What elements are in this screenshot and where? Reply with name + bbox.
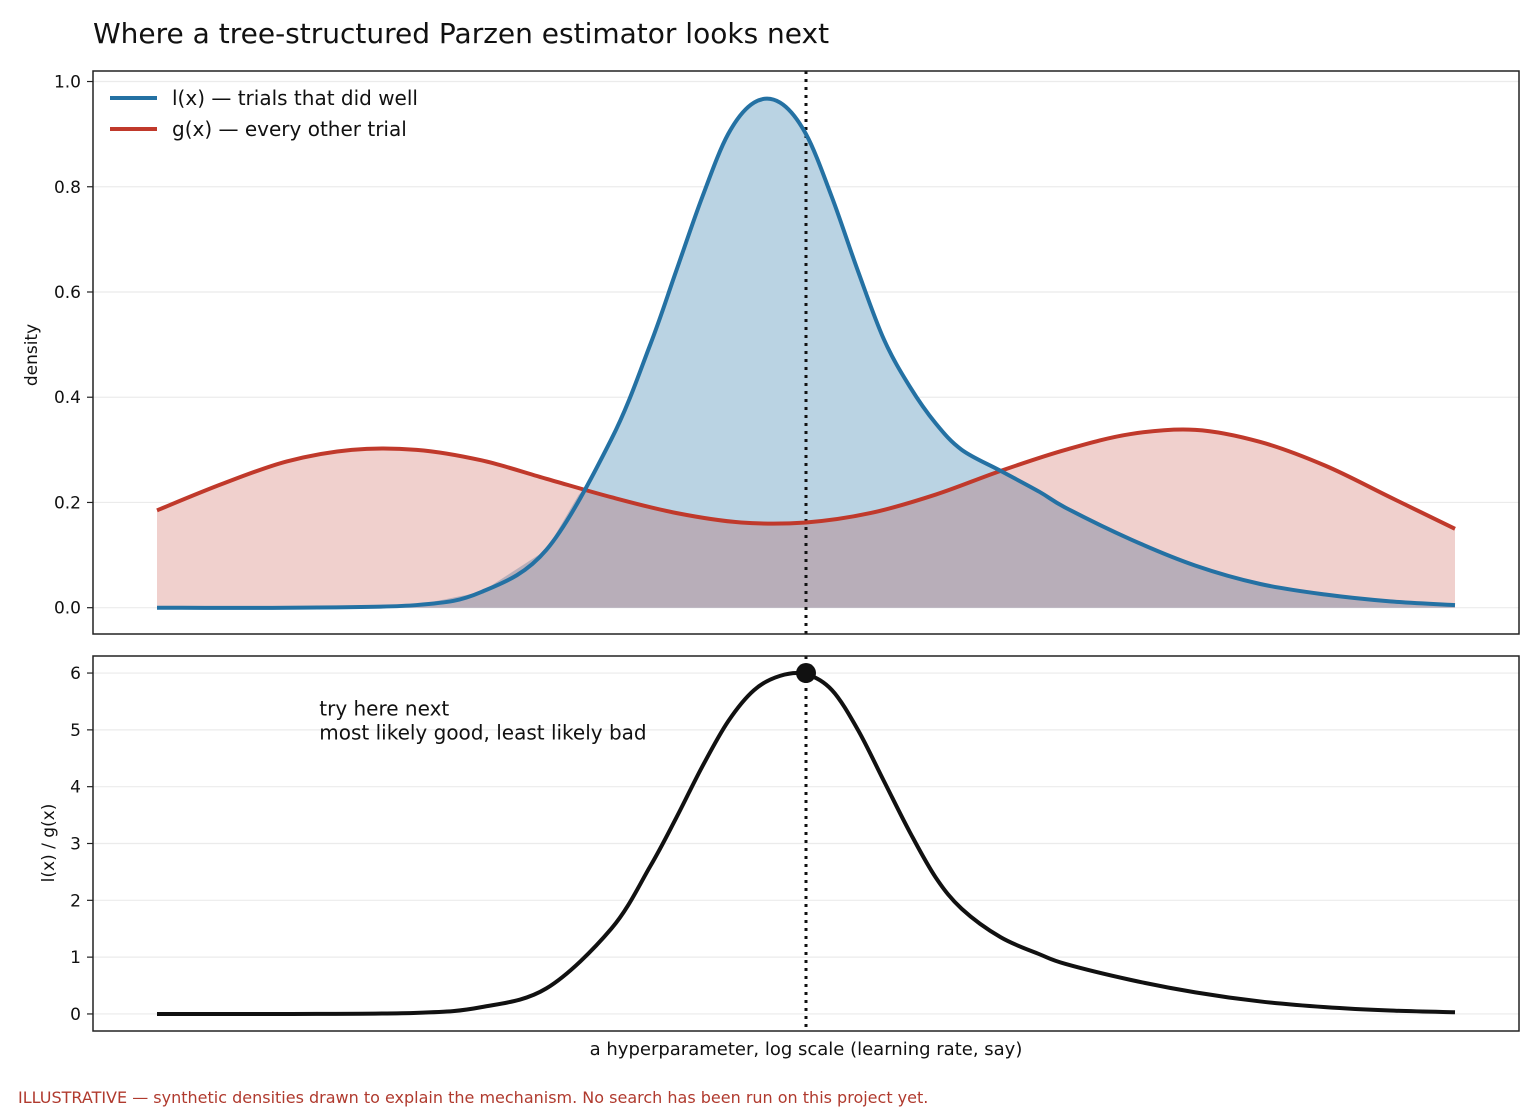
ratio-y-ticks: 0 1 2 3 4 5 6: [70, 664, 93, 1025]
density-y-axis-label: density: [22, 324, 42, 386]
ratio-panel: 0 1 2 3 4 5 6 l(x) / g(x) try here next most l…: [39, 655, 1520, 1060]
y-tick-label: 0.8: [54, 178, 81, 198]
y-tick-label: 1.0: [54, 73, 81, 93]
y-tick-label: 1: [70, 948, 81, 968]
legend: l(x) — trials that did well g(x) — every…: [110, 86, 418, 141]
y-tick-label: 4: [70, 778, 81, 798]
annotation-line-2: most likely good, least likely bad: [319, 721, 646, 745]
x-axis-label: a hyperparameter, log scale (learning ra…: [590, 1039, 1023, 1060]
y-tick-label: 6: [70, 664, 81, 684]
overlap-fill: [157, 470, 1455, 608]
y-tick-label: 3: [70, 835, 81, 855]
y-tick-label: 0: [70, 1005, 81, 1025]
legend-label-good: l(x) — trials that did well: [172, 86, 418, 110]
y-tick-label: 5: [70, 721, 81, 741]
y-tick-label: 0.4: [54, 388, 81, 408]
density-y-ticks: 0.0 0.2 0.4 0.6 0.8 1.0: [54, 73, 93, 619]
density-axes-frame: [92, 70, 1520, 635]
y-tick-label: 0.6: [54, 283, 81, 303]
next-trial-peak-point: [796, 663, 816, 684]
y-tick-label: 0.2: [54, 493, 81, 513]
annotation-line-1: try here next: [319, 697, 449, 721]
legend-label-bad: g(x) — every other trial: [172, 117, 407, 141]
y-tick-label: 2: [70, 891, 81, 911]
ratio-curve: [156, 670, 1456, 1017]
footnote: ILLUSTRATIVE — synthetic densities drawn…: [18, 1088, 928, 1107]
ratio-y-axis-label: l(x) / g(x): [39, 804, 59, 883]
good-density-curve: [156, 96, 1456, 610]
density-panel: 0.0 0.2 0.4 0.6 0.8 1.0 density l(x) — trials…: [22, 70, 1520, 635]
chart-title: Where a tree-structured Parzen estimator…: [93, 17, 829, 50]
y-tick-label: 0.0: [54, 599, 81, 619]
bad-density-curve: [156, 427, 1456, 531]
